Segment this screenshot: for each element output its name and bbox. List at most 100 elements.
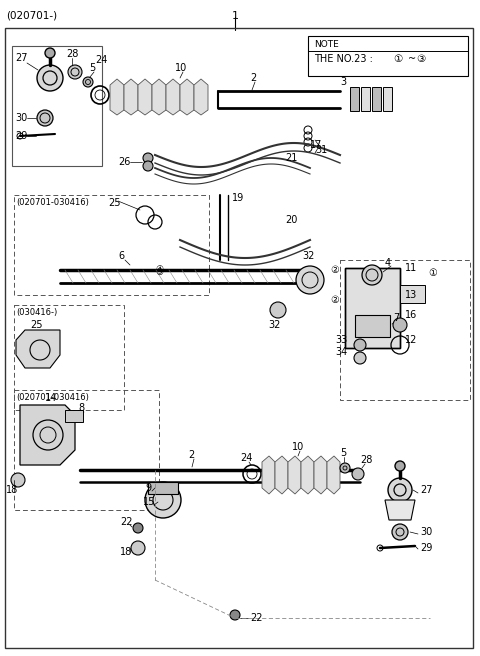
Text: ④: ④	[155, 266, 163, 274]
Bar	[372, 87, 381, 111]
Text: 17: 17	[310, 140, 323, 150]
Text: 19: 19	[232, 193, 244, 203]
Bar	[345, 268, 400, 348]
Bar	[148, 482, 178, 494]
Text: 3: 3	[340, 77, 346, 87]
Text: 33: 33	[335, 335, 347, 345]
Polygon shape	[166, 79, 180, 115]
Text: (030416-): (030416-)	[16, 308, 57, 317]
Text: 9: 9	[145, 483, 151, 493]
Text: ~: ~	[408, 54, 416, 64]
Text: 7: 7	[393, 313, 399, 323]
Polygon shape	[314, 456, 327, 494]
Bar	[361, 87, 370, 111]
Polygon shape	[288, 456, 301, 494]
Circle shape	[270, 302, 286, 318]
Text: 15: 15	[143, 497, 156, 507]
Text: 30: 30	[15, 113, 27, 123]
Text: 5: 5	[340, 448, 346, 458]
Circle shape	[354, 352, 366, 364]
Text: ③: ③	[416, 54, 425, 64]
Text: 27: 27	[420, 485, 432, 495]
Polygon shape	[180, 79, 194, 115]
Text: 4: 4	[385, 258, 391, 268]
Text: 28: 28	[66, 49, 78, 59]
Circle shape	[392, 524, 408, 540]
Text: ③: ③	[155, 268, 163, 277]
Circle shape	[37, 65, 63, 91]
Circle shape	[354, 339, 366, 351]
Bar	[14, 390, 159, 510]
Text: 22: 22	[120, 517, 132, 527]
Text: 34: 34	[335, 347, 347, 357]
Text: 20: 20	[285, 215, 298, 225]
Text: 10: 10	[175, 63, 187, 73]
Circle shape	[143, 153, 153, 163]
Polygon shape	[124, 79, 138, 115]
Text: 24: 24	[240, 453, 252, 463]
Text: 12: 12	[405, 335, 418, 345]
Circle shape	[352, 468, 364, 480]
Text: 21: 21	[285, 153, 298, 163]
Polygon shape	[152, 79, 166, 115]
Circle shape	[362, 265, 382, 285]
Circle shape	[340, 463, 350, 473]
Text: 29: 29	[420, 543, 432, 553]
Text: (020701-030416): (020701-030416)	[16, 393, 89, 402]
Polygon shape	[262, 456, 275, 494]
Polygon shape	[275, 456, 288, 494]
Text: THE NO.23 :: THE NO.23 :	[314, 54, 376, 64]
Circle shape	[145, 482, 181, 518]
Text: 26: 26	[118, 157, 131, 167]
Text: 24: 24	[95, 55, 108, 65]
Circle shape	[45, 48, 55, 58]
Bar	[383, 87, 392, 111]
Circle shape	[83, 77, 93, 87]
Text: 32: 32	[268, 320, 280, 330]
Polygon shape	[385, 500, 415, 520]
Text: 32: 32	[302, 251, 314, 261]
Polygon shape	[301, 456, 314, 494]
Text: 10: 10	[292, 442, 304, 452]
Text: 25: 25	[30, 320, 43, 330]
Text: 18: 18	[6, 485, 18, 495]
Text: 2: 2	[250, 73, 256, 83]
Text: 29: 29	[15, 131, 27, 141]
Text: 31: 31	[315, 145, 327, 155]
Circle shape	[143, 161, 153, 171]
Text: 5: 5	[89, 63, 95, 73]
Bar	[308, 36, 468, 76]
Text: 11: 11	[405, 263, 417, 273]
Text: 8: 8	[78, 403, 84, 413]
Text: (020701-030416): (020701-030416)	[16, 198, 89, 207]
Bar	[14, 305, 124, 410]
Polygon shape	[327, 456, 340, 494]
Circle shape	[37, 110, 53, 126]
Bar	[65, 410, 83, 422]
Text: ①: ①	[428, 268, 437, 278]
Text: 14: 14	[45, 393, 57, 403]
Circle shape	[68, 65, 82, 79]
Text: 25: 25	[108, 198, 120, 208]
Text: 28: 28	[360, 455, 372, 465]
Polygon shape	[110, 79, 124, 115]
Text: 6: 6	[118, 251, 124, 261]
Bar	[355, 315, 390, 337]
Circle shape	[395, 461, 405, 471]
Text: 1: 1	[231, 11, 239, 21]
Text: ②: ②	[330, 295, 339, 305]
Circle shape	[296, 266, 324, 294]
Polygon shape	[20, 405, 75, 465]
Circle shape	[131, 541, 145, 555]
Bar	[14, 195, 209, 295]
Text: 2: 2	[188, 450, 194, 460]
Text: ②: ②	[330, 265, 339, 275]
Bar	[12, 46, 102, 166]
Bar	[340, 260, 470, 400]
Circle shape	[230, 610, 240, 620]
Text: (020701-): (020701-)	[6, 11, 57, 21]
Text: 16: 16	[405, 310, 417, 320]
Text: 18: 18	[120, 547, 132, 557]
Text: 13: 13	[405, 290, 417, 300]
Circle shape	[11, 473, 25, 487]
